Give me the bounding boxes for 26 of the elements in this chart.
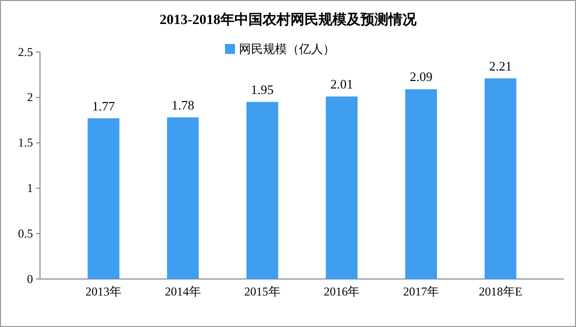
y-tick-label: 0.5 xyxy=(18,226,33,240)
x-tick-label: 2017年 xyxy=(403,284,440,299)
bar xyxy=(246,102,278,279)
x-tick-label: 2018年E xyxy=(478,284,522,299)
bar xyxy=(484,78,516,279)
bar xyxy=(88,118,120,279)
data-label: 1.95 xyxy=(250,82,274,97)
bar xyxy=(167,117,199,279)
data-label: 2.09 xyxy=(410,69,432,84)
data-label: 1.77 xyxy=(92,98,116,114)
chart-title: 2013-2018年中国农村网民规模及预测情况 xyxy=(160,12,418,28)
y-tick-label: 1.5 xyxy=(18,136,33,150)
x-tick-label: 2016年 xyxy=(324,284,360,299)
y-tick-label: 2 xyxy=(27,90,33,104)
bar xyxy=(326,96,358,279)
data-label: 2.01 xyxy=(330,76,354,92)
x-tick-label: 2013年 xyxy=(86,284,122,299)
data-label: 1.78 xyxy=(172,97,194,112)
x-tick-label: 2014年 xyxy=(164,284,201,299)
y-tick-label: 2.5 xyxy=(18,44,33,59)
legend-label: 网民规模（亿人） xyxy=(239,42,335,56)
y-tick-label: 0 xyxy=(27,272,33,286)
y-tick-label: 1 xyxy=(27,181,33,196)
x-tick-label: 2015年 xyxy=(244,284,280,299)
data-label: 2.21 xyxy=(489,58,512,74)
bar xyxy=(405,89,437,279)
